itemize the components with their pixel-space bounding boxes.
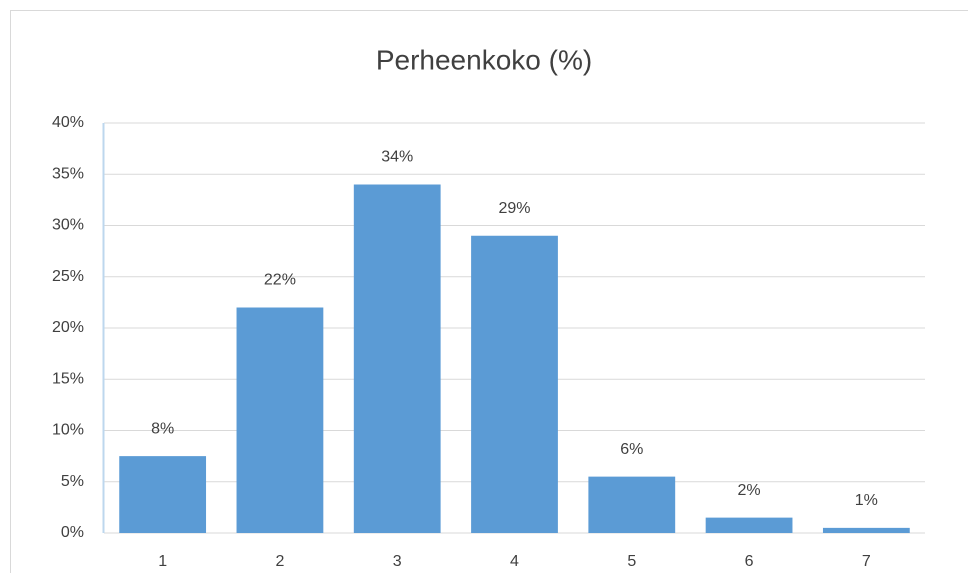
x-tick-label: 6	[745, 553, 754, 570]
data-label: 22%	[264, 272, 296, 289]
data-label: 2%	[738, 482, 761, 499]
y-tick-label: 10%	[52, 422, 84, 439]
data-label: 8%	[151, 420, 174, 437]
x-tick-label: 5	[627, 553, 636, 570]
bar	[236, 307, 324, 533]
bar	[471, 235, 558, 533]
y-tick-label: 0%	[61, 524, 84, 541]
x-tick-label: 3	[393, 553, 402, 570]
x-tick-label: 1	[158, 553, 167, 570]
y-tick-label: 25%	[52, 268, 84, 285]
y-tick-label: 30%	[52, 217, 84, 234]
data-label: 6%	[620, 441, 643, 458]
bar	[822, 527, 910, 533]
data-label: 29%	[498, 200, 530, 217]
bar	[119, 456, 207, 533]
y-tick-label: 35%	[52, 165, 84, 182]
data-label: 1%	[855, 492, 878, 509]
bar	[705, 517, 793, 533]
chart-title: Perheenkoko (%)	[376, 44, 592, 75]
x-tick-label: 2	[275, 553, 284, 570]
bar	[588, 476, 676, 533]
x-tick-label: 7	[862, 553, 871, 570]
y-tick-label: 5%	[61, 473, 84, 490]
bar	[353, 184, 441, 533]
data-label: 34%	[381, 149, 413, 166]
y-tick-label: 20%	[52, 319, 84, 336]
x-tick-label: 4	[510, 553, 519, 570]
y-tick-label: 40%	[52, 114, 84, 131]
y-tick-label: 15%	[52, 370, 84, 387]
